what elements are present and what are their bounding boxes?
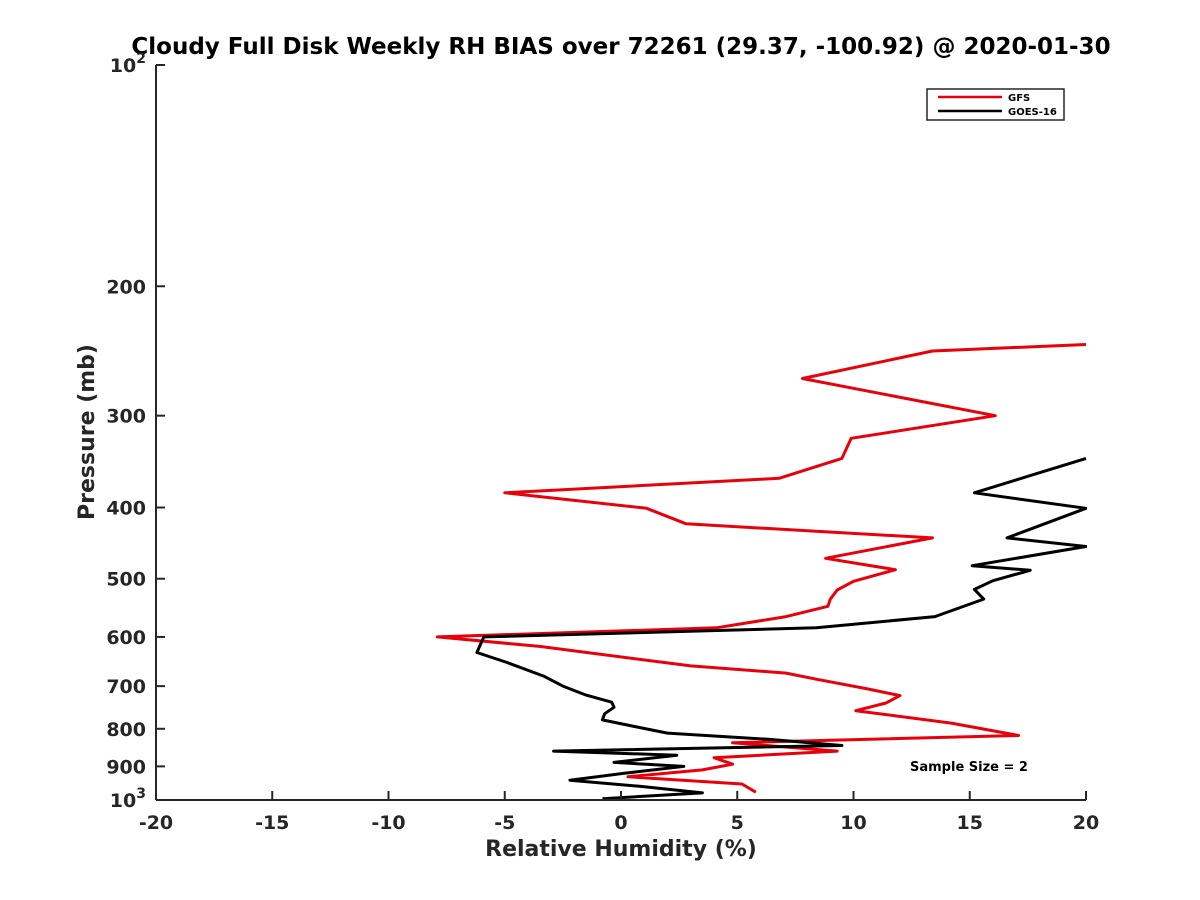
legend-label-gfs: GFS bbox=[1008, 93, 1030, 104]
y-tick-label: 700 bbox=[106, 676, 146, 698]
x-tick-label: -20 bbox=[139, 812, 173, 834]
x-tick-label: 5 bbox=[731, 812, 744, 834]
plot-area bbox=[435, 343, 1087, 800]
series-line-goes16 bbox=[475, 456, 1087, 800]
chart-title: Cloudy Full Disk Weekly RH BIAS over 722… bbox=[131, 34, 1110, 60]
y-tick-label: 500 bbox=[106, 569, 146, 591]
y-ticks: 102 200 300 400 500 600 700 800 900 103 bbox=[106, 51, 165, 812]
y-tick-label: 600 bbox=[106, 627, 146, 649]
x-tick-label: 20 bbox=[1073, 812, 1099, 834]
legend-label-goes16: GOES-16 bbox=[1008, 107, 1057, 118]
series-line-gfs bbox=[435, 343, 1087, 794]
x-tick-label: -10 bbox=[371, 812, 405, 834]
y-axis-title: Pressure (mb) bbox=[75, 344, 100, 520]
sample-size-annotation: Sample Size = 2 bbox=[910, 760, 1028, 775]
legend-box bbox=[926, 88, 1065, 121]
axes: -20 -15 -10 -5 0 5 10 15 20 102 200 300 400 500 600 70… bbox=[106, 51, 1099, 834]
legend: GFS GOES-16 bbox=[926, 88, 1065, 121]
x-tick-label: 0 bbox=[614, 812, 627, 834]
x-tick-label: -5 bbox=[494, 812, 515, 834]
y-tick-label: 300 bbox=[106, 406, 146, 428]
y-tick-label: 200 bbox=[106, 276, 146, 298]
x-tick-label: 15 bbox=[957, 812, 983, 834]
x-tick-label: -15 bbox=[255, 812, 289, 834]
y-tick-label: 800 bbox=[106, 719, 146, 741]
y-tick-label: 102 bbox=[110, 51, 146, 77]
x-tick-label: 10 bbox=[840, 812, 866, 834]
y-tick-label: 103 bbox=[110, 786, 146, 812]
x-axis-title: Relative Humidity (%) bbox=[485, 837, 757, 862]
y-tick-label: 900 bbox=[106, 756, 146, 778]
series-lines bbox=[435, 343, 1087, 800]
y-tick-label: 400 bbox=[106, 498, 146, 520]
x-ticks: -20 -15 -10 -5 0 5 10 15 20 bbox=[139, 791, 1099, 834]
